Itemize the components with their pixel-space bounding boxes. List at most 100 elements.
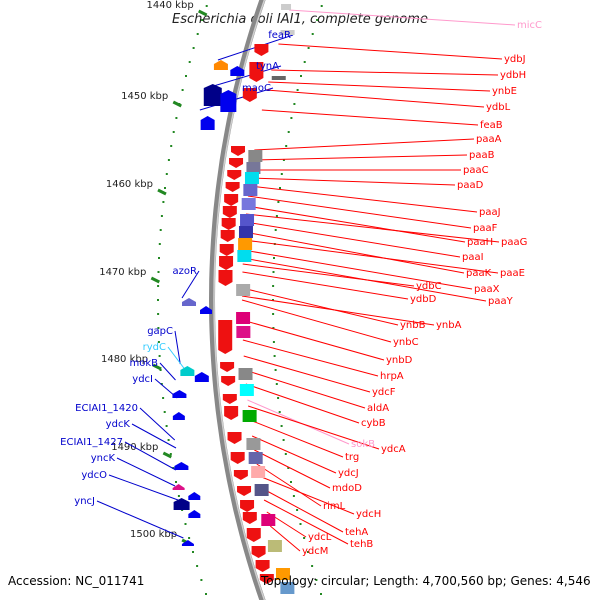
gene-label-ynbD[interactable]: ynbD [386, 355, 413, 366]
gene-block-reverse[interactable] [240, 214, 255, 226]
gene-block-reverse[interactable] [225, 182, 240, 192]
gene-block-reverse[interactable] [249, 62, 264, 82]
gene-block-reverse[interactable] [221, 376, 236, 386]
gene-label-paaF[interactable]: paaF [473, 223, 498, 234]
gene-block-reverse[interactable] [230, 452, 245, 464]
gene-block-reverse[interactable] [242, 512, 257, 524]
gene-label-ynbB[interactable]: ynbB [400, 320, 426, 331]
gene-block-reverse[interactable] [242, 410, 257, 422]
gene-block-reverse[interactable] [271, 76, 286, 80]
gene-label-paaC[interactable]: paaC [463, 165, 489, 176]
gene-block-reverse[interactable] [222, 394, 237, 404]
gene-label-rydC[interactable]: rydC [143, 342, 166, 353]
gene-block-reverse[interactable] [222, 206, 237, 218]
gene-label-mdoD[interactable]: mdoD [332, 483, 362, 494]
gene-label-mokB[interactable]: mokB [129, 358, 158, 369]
gene-label-paaA[interactable]: paaA [476, 134, 502, 145]
gene-block-reverse[interactable] [236, 284, 251, 296]
gene-block-reverse[interactable] [246, 438, 261, 450]
gene-block-reverse[interactable] [218, 320, 233, 354]
gene-block-reverse[interactable] [243, 184, 258, 196]
gene-label-tynA[interactable]: tynA [256, 61, 279, 72]
gene-label-ydcL[interactable]: ydcL [308, 532, 332, 543]
gene-label-paaE[interactable]: paaE [500, 268, 525, 279]
gene-block-reverse[interactable] [236, 326, 251, 338]
gene-label-ECIAI1_1427[interactable]: ECIAI1_1427 [60, 437, 123, 448]
gene-block-reverse[interactable] [238, 226, 253, 238]
gene-block-reverse[interactable] [237, 486, 252, 496]
gene-block-reverse[interactable] [220, 362, 235, 372]
gene-block-forward[interactable] [188, 492, 201, 500]
gene-label-ydcJ[interactable]: ydcJ [338, 468, 359, 479]
gene-block-reverse[interactable] [221, 218, 236, 230]
gene-label-gapC[interactable]: gapC [147, 326, 173, 337]
gene-block-reverse[interactable] [281, 4, 292, 10]
gene-block-reverse[interactable] [280, 30, 295, 35]
gene-block-forward[interactable] [194, 372, 209, 382]
gene-block-reverse[interactable] [255, 560, 270, 572]
gene-label-paaG[interactable]: paaG [501, 237, 527, 248]
gene-block-reverse[interactable] [251, 466, 266, 478]
gene-block-forward[interactable] [180, 366, 195, 376]
gene-label-paaD[interactable]: paaD [457, 180, 484, 191]
gene-block-reverse[interactable] [246, 528, 261, 542]
gene-label-tehA[interactable]: tehA [345, 527, 368, 538]
gene-block-forward[interactable] [173, 498, 190, 510]
gene-label-sokB[interactable]: sokB [351, 439, 375, 450]
gene-block-reverse[interactable] [244, 172, 259, 184]
gene-block-forward[interactable] [200, 306, 213, 314]
gene-label-ydbJ[interactable]: ydbJ [504, 54, 526, 65]
gene-block-reverse[interactable] [219, 244, 234, 256]
gene-label-aldA[interactable]: aldA [367, 403, 389, 414]
gene-block-reverse[interactable] [236, 312, 251, 324]
gene-label-ydcA[interactable]: ydcA [381, 444, 406, 455]
gene-block-reverse[interactable] [261, 514, 276, 526]
gene-block-reverse[interactable] [248, 452, 263, 464]
gene-block-reverse[interactable] [259, 574, 274, 584]
gene-label-ydcO[interactable]: ydcO [81, 470, 107, 481]
gene-label-paaB[interactable]: paaB [469, 150, 495, 161]
gene-label-ynbA[interactable]: ynbA [436, 320, 462, 331]
gene-block-reverse[interactable] [251, 546, 266, 558]
gene-block-reverse[interactable] [238, 238, 253, 250]
gene-label-yncJ[interactable]: yncJ [74, 496, 95, 507]
gene-block-forward[interactable] [174, 462, 189, 470]
gene-block-forward[interactable] [203, 84, 222, 106]
gene-block-reverse[interactable] [254, 484, 269, 496]
gene-label-ydcM[interactable]: ydcM [302, 546, 328, 557]
gene-label-cybB[interactable]: cybB [361, 418, 386, 429]
gene-block-forward[interactable] [172, 484, 185, 490]
gene-label-maoC[interactable]: maoC [242, 83, 271, 94]
gene-label-ydbL[interactable]: ydbL [486, 102, 511, 113]
gene-label-paaH[interactable]: paaH [467, 237, 493, 248]
gene-block-reverse[interactable] [233, 470, 248, 480]
gene-label-paaJ[interactable]: paaJ [479, 207, 501, 218]
gene-block-reverse[interactable] [254, 44, 269, 56]
gene-block-reverse[interactable] [239, 384, 254, 396]
gene-block-forward[interactable] [172, 412, 185, 420]
gene-block-reverse[interactable] [231, 146, 246, 156]
gene-block-reverse[interactable] [227, 432, 242, 444]
gene-block-forward[interactable] [181, 540, 194, 546]
gene-block-forward[interactable] [220, 90, 237, 112]
gene-label-paaI[interactable]: paaI [462, 252, 484, 263]
gene-block-reverse[interactable] [240, 500, 255, 512]
gene-block-reverse[interactable] [224, 406, 239, 420]
gene-label-trg[interactable]: trg [345, 452, 359, 463]
gene-label-ydcK[interactable]: ydcK [106, 419, 131, 430]
gene-label-tehB[interactable]: tehB [350, 539, 373, 550]
gene-block-forward[interactable] [182, 298, 197, 306]
gene-block-reverse[interactable] [220, 230, 235, 242]
gene-block-reverse[interactable] [229, 158, 244, 168]
gene-block-reverse[interactable] [238, 368, 253, 380]
gene-block-reverse[interactable] [237, 250, 252, 262]
gene-label-feaR[interactable]: feaR [268, 30, 291, 41]
gene-block-reverse[interactable] [241, 198, 256, 210]
gene-label-micC[interactable]: micC [517, 20, 542, 31]
gene-label-yncK[interactable]: yncK [91, 453, 116, 464]
gene-block-reverse[interactable] [224, 194, 239, 206]
gene-block-forward[interactable] [213, 60, 228, 70]
gene-label-ydbC[interactable]: ydbC [416, 281, 442, 292]
gene-block-reverse[interactable] [219, 256, 234, 270]
